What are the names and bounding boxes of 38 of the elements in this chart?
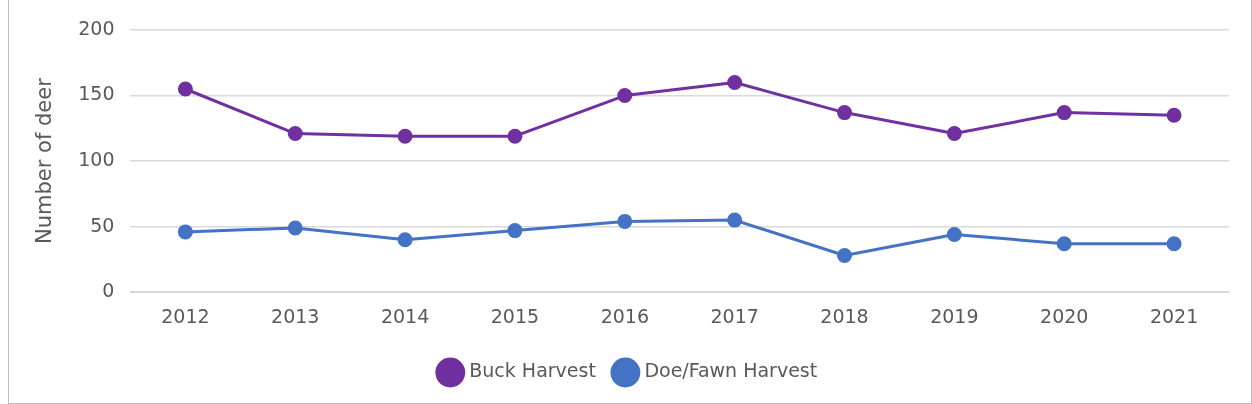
x-tick-label: 2018 [820,304,869,327]
point [837,105,853,121]
point [287,220,303,236]
y-axis-title: Number of deer [32,77,57,244]
x-tick-label: 2019 [930,304,979,327]
x-tick-label: 2015 [490,304,540,327]
point [177,224,193,240]
point [1166,107,1182,123]
point [397,128,413,144]
point [1056,236,1072,252]
x-tick-label: 2020 [1040,304,1089,327]
y-tick-label: 50 [90,213,115,236]
point [727,212,743,228]
y-tick-label: 100 [78,148,115,171]
point [1056,105,1072,121]
point [837,247,853,263]
point [617,88,633,104]
y-tick-label: 200 [78,16,115,39]
point [1166,236,1182,252]
legend-label: Buck Harvest [469,359,596,382]
point [397,232,413,248]
point [287,126,303,142]
x-tick-label: 2021 [1149,304,1199,327]
x-tick-label: 2012 [161,304,210,327]
y-tick-label: 0 [102,279,115,302]
x-tick-label: 2013 [271,304,320,327]
x-tick-label: 2017 [710,304,759,327]
legend-label: Doe/Fawn Harvest [644,359,818,382]
point [177,81,193,97]
point [507,128,523,144]
point [946,227,962,243]
point [617,213,633,229]
point [507,223,523,239]
x-tick-label: 2014 [380,304,430,327]
point [946,126,962,142]
y-tick-label: 150 [78,82,115,105]
x-tick-label: 2016 [600,304,649,327]
point [727,74,743,90]
